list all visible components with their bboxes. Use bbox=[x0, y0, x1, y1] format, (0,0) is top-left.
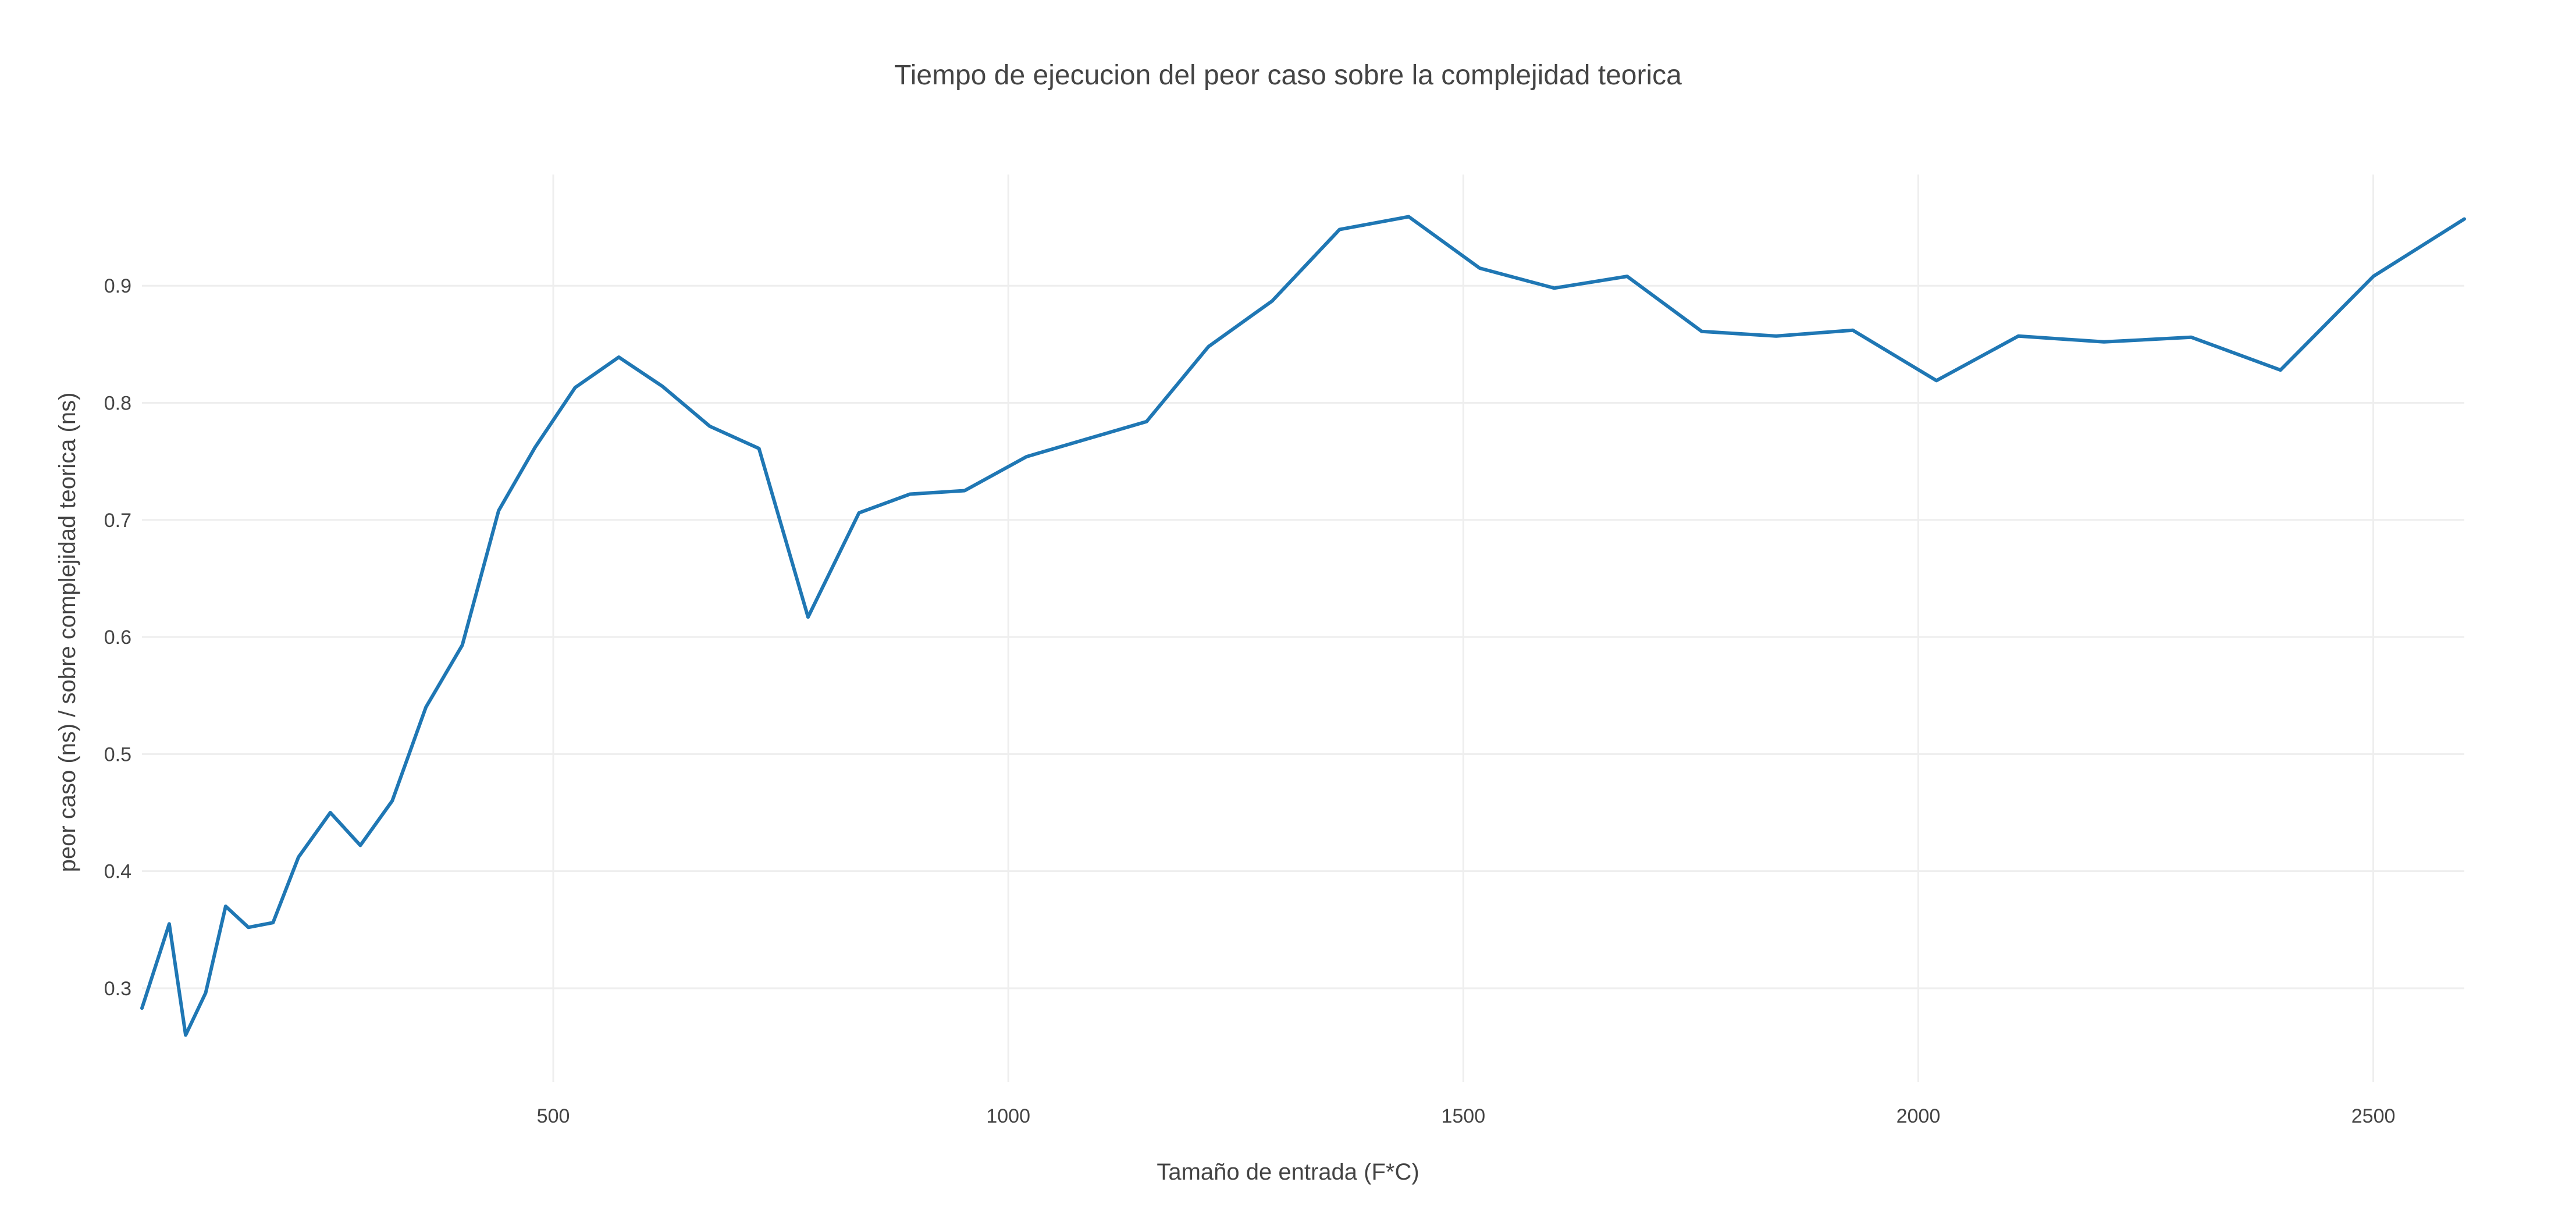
y-tick-label: 0.5 bbox=[104, 743, 131, 765]
gridlines bbox=[142, 175, 2464, 1082]
x-tick-label: 500 bbox=[537, 1105, 570, 1127]
x-axis-ticks: 500 1000 1500 2000 2500 bbox=[537, 1105, 2396, 1127]
series bbox=[140, 215, 2466, 1037]
y-tick-label: 0.7 bbox=[104, 510, 131, 532]
y-axis-title: peor caso (ns) / sobre complejidad teori… bbox=[55, 393, 80, 873]
x-tick-label: 1500 bbox=[1441, 1105, 1485, 1127]
y-tick-label: 0.3 bbox=[104, 978, 131, 1000]
y-axis-ticks: 0.3 0.4 0.5 0.6 0.7 0.8 0.9 bbox=[104, 275, 131, 1000]
series-line bbox=[140, 215, 2466, 1037]
y-tick-label: 0.9 bbox=[104, 275, 131, 297]
chart-title: Tiempo de ejecucion del peor caso sobre … bbox=[894, 60, 1682, 91]
x-axis-title: Tamaño de entrada (F*C) bbox=[1157, 1159, 1419, 1185]
y-tick-label: 0.6 bbox=[104, 626, 131, 649]
x-tick-label: 2500 bbox=[2351, 1105, 2396, 1127]
x-tick-label: 2000 bbox=[1897, 1105, 1941, 1127]
y-tick-label: 0.8 bbox=[104, 393, 131, 415]
x-tick-label: 1000 bbox=[986, 1105, 1030, 1127]
y-tick-label: 0.4 bbox=[104, 861, 131, 883]
